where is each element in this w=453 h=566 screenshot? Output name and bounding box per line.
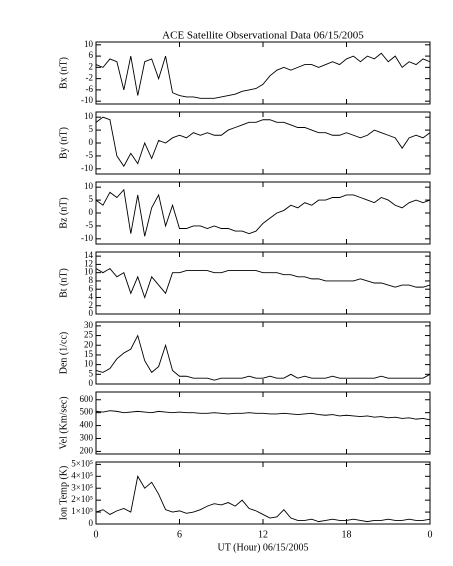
y-tick-label: 400 [80, 420, 94, 430]
y-tick-label: 8 [89, 275, 94, 285]
y-tick-label: 500 [80, 407, 94, 417]
data-line [95, 267, 431, 299]
y-tick-label: 15 [84, 349, 94, 359]
y-tick-label: 10 [84, 39, 94, 49]
data-line [95, 410, 431, 421]
y-tick-label: -2 [86, 73, 94, 83]
y-tick-label: -10 [81, 233, 93, 243]
data-line [95, 334, 431, 381]
data-line [95, 475, 431, 523]
y-tick-label: 2 [89, 300, 94, 310]
y-tick-label: -5 [86, 220, 94, 230]
y-tick-label: 0 [89, 137, 94, 147]
panel-frame [95, 321, 431, 385]
y-tick-label: 1×10⁵ [71, 506, 93, 516]
data-line [95, 188, 431, 237]
x-tick-label: 18 [342, 529, 352, 540]
panel-frame [95, 181, 431, 245]
y-tick-label: 0 [89, 518, 94, 528]
y-tick-label: -6 [86, 84, 94, 94]
y-tick-label: 6 [89, 50, 94, 60]
y-tick-label: 3×10⁵ [71, 482, 93, 492]
y-tick-label: 14 [84, 250, 94, 260]
data-line [95, 52, 431, 99]
y-tick-label: 12 [84, 258, 93, 268]
y-tick-label: 0 [89, 207, 94, 217]
y-axis-label: By (nT) [58, 127, 69, 159]
y-tick-label: 10 [84, 181, 94, 191]
y-tick-label: 30 [84, 320, 94, 330]
y-tick-label: 2×10⁵ [71, 494, 93, 504]
y-axis-label: Bt (nT) [58, 268, 69, 298]
panel-frame [95, 41, 431, 105]
x-tick-label: 12 [258, 529, 268, 540]
x-tick-label: 0 [428, 529, 433, 540]
y-tick-label: 4×10⁵ [71, 470, 93, 480]
y-tick-label: 10 [84, 111, 94, 121]
y-axis-label: Ion Temp (K) [58, 466, 69, 521]
chart-title: ACE Satellite Observational Data 06/15/2… [162, 30, 364, 42]
y-tick-label: 5 [89, 194, 94, 204]
y-tick-label: -10 [81, 95, 93, 105]
y-tick-label: 20 [84, 339, 94, 349]
y-axis-label: Bz (nT) [58, 197, 69, 228]
panel-frame [95, 111, 431, 175]
y-tick-label: -5 [86, 150, 94, 160]
x-tick-label: 6 [177, 529, 182, 540]
x-tick-label: 0 [94, 529, 99, 540]
panel-frame [95, 391, 431, 455]
y-tick-label: 300 [80, 433, 94, 443]
data-line [95, 116, 431, 168]
y-axis-label: Vel (Km/sec) [58, 396, 69, 449]
y-tick-label: 2 [89, 61, 94, 71]
y-tick-label: -10 [81, 163, 93, 173]
y-tick-label: 25 [84, 330, 94, 340]
y-tick-label: 200 [80, 445, 94, 455]
y-tick-label: 0 [89, 378, 94, 388]
y-tick-label: 5 [89, 368, 94, 378]
y-tick-label: 5×10⁵ [71, 458, 93, 468]
y-tick-label: 0 [89, 308, 94, 318]
y-tick-label: 6 [89, 283, 94, 293]
y-tick-label: 10 [84, 267, 94, 277]
y-tick-label: 600 [80, 394, 94, 404]
y-tick-label: 10 [84, 359, 94, 369]
y-axis-label: Den (1/cc) [58, 332, 69, 374]
x-axis-label: UT (Hour) 06/15/2005 [218, 542, 309, 553]
y-tick-label: 5 [89, 124, 94, 134]
y-tick-label: 4 [89, 292, 94, 302]
y-axis-label: Bx (nT) [58, 57, 69, 89]
